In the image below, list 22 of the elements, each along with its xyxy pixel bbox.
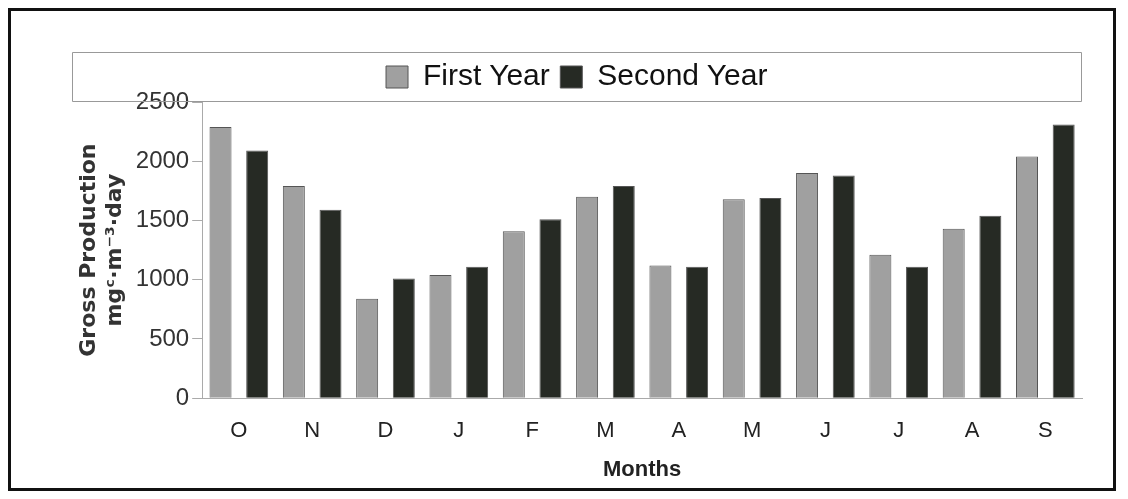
y-axis-title: Gross Production mgᶜ·m⁻³·day xyxy=(74,143,127,357)
x-tick-label: F xyxy=(525,417,539,443)
y-tick-label: 0 xyxy=(175,382,190,410)
x-tick-label: J xyxy=(819,417,831,443)
x-tick-label: D xyxy=(377,417,394,443)
legend-label: First Year xyxy=(423,58,550,92)
x-tick-label: O xyxy=(230,417,248,443)
y-tick-label: 2500 xyxy=(135,86,190,114)
x-tick-label: M xyxy=(742,417,762,443)
y-tick-label: 500 xyxy=(149,323,190,351)
y-tick-label: 1000 xyxy=(135,264,190,292)
y-tick-label: 1500 xyxy=(135,205,190,233)
x-tick-label: A xyxy=(671,417,687,443)
legend-label: Second Year xyxy=(597,58,768,92)
x-tick-label: M xyxy=(596,417,615,443)
x-tick-label: N xyxy=(304,417,321,443)
y-tick-label: 2000 xyxy=(135,145,190,173)
x-axis-title: Months xyxy=(602,455,682,481)
x-tick-label: A xyxy=(964,417,980,443)
x-tick-label: S xyxy=(1038,417,1053,443)
x-tick-label: J xyxy=(893,417,905,443)
x-tick-label: J xyxy=(453,417,465,443)
